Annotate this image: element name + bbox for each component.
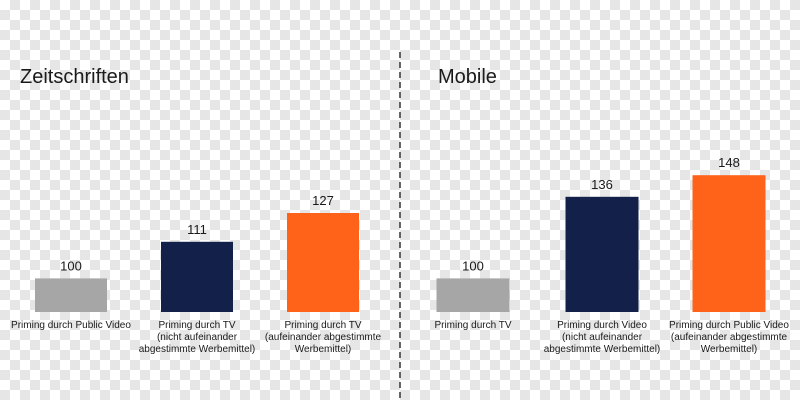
category-label-zeitschriften-3: Priming durch TV (aufeinander abgestimmte… (265, 320, 382, 355)
bar-mobile-2 (565, 196, 639, 312)
bar-zeitschriften-2 (161, 241, 233, 312)
value-label-zeitschriften-3: 127 (312, 193, 334, 208)
panel-title-zeitschriften: Zeitschriften (20, 66, 129, 88)
bar-zeitschriften-3 (287, 213, 359, 312)
bar-mobile-1 (436, 278, 510, 312)
bar-mobile-3 (692, 175, 766, 312)
category-label-mobile-2: Priming durch Video (nicht aufeinander abg… (544, 320, 661, 355)
value-label-zeitschriften-2: 111 (187, 222, 207, 237)
panel-title-mobile: Mobile (438, 66, 497, 88)
value-label-zeitschriften-1: 100 (60, 258, 82, 273)
category-label-mobile-3: Priming durch Public Video (aufeinander a… (669, 320, 789, 355)
category-label-zeitschriften-1: Priming durch Public Video (11, 320, 131, 331)
value-label-mobile-3: 148 (718, 155, 740, 170)
value-label-mobile-2: 136 (591, 177, 613, 192)
panel-mobile: Mobile 100 Priming durch TV 136 Priming dur… (434, 66, 789, 355)
panel-zeitschriften: Zeitschriften 100 Priming durch Public Vi… (11, 66, 381, 355)
category-label-zeitschriften-2: Priming durch TV (nicht aufeinander abgest… (139, 320, 256, 355)
category-label-mobile-1: Priming durch TV (434, 320, 511, 331)
value-label-mobile-1: 100 (462, 258, 484, 273)
bar-zeitschriften-1 (35, 278, 107, 312)
